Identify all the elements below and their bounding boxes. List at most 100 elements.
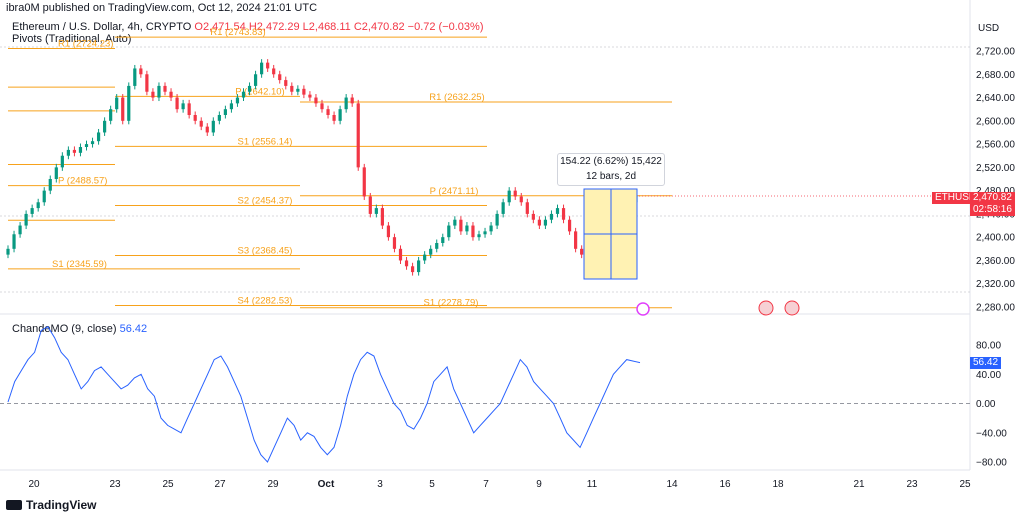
candle-body xyxy=(441,237,445,243)
symbol-legend[interactable]: Ethereum / U.S. Dollar, 4h, CRYPTO O2,47… xyxy=(12,21,483,33)
candle-body xyxy=(495,213,499,226)
price-tick-label: 2,520.00 xyxy=(976,163,1015,174)
cmo-tick-label: 80.00 xyxy=(976,341,1001,352)
candle-body xyxy=(169,91,173,98)
candle-body xyxy=(398,248,403,261)
candle-body xyxy=(115,97,119,110)
candle-body xyxy=(78,147,83,153)
candle-body xyxy=(344,97,348,110)
date-tick-label: 25 xyxy=(959,479,971,490)
bar-countdown-tag: 02:58:16 xyxy=(970,204,1015,216)
candle-body xyxy=(483,231,487,235)
candle-body xyxy=(489,225,493,232)
ohlc-values: O2,471.54 H2,472.29 L2,468.11 C2,470.82 … xyxy=(194,21,484,33)
candle-body xyxy=(477,234,481,238)
candle-body xyxy=(435,243,439,249)
price-tick-label: 2,680.00 xyxy=(976,70,1015,81)
price-tick-label: 2,360.00 xyxy=(976,256,1015,267)
symbol-tag: ETHUSD xyxy=(932,192,980,204)
cmo-tick-label: 0.00 xyxy=(976,399,996,410)
pivot-label: P (2488.57) xyxy=(58,176,107,187)
candle-body xyxy=(157,85,161,98)
candle-body xyxy=(284,80,288,86)
candle-body xyxy=(471,225,475,238)
date-tick-label: 25 xyxy=(162,479,174,490)
candle-body xyxy=(507,190,511,203)
date-tick-label: 3 xyxy=(377,479,383,490)
currency-label[interactable]: USD xyxy=(978,23,1000,34)
candle-body xyxy=(121,97,125,121)
candle-body xyxy=(223,109,227,115)
date-tick-label: 16 xyxy=(719,479,731,490)
measure-bars: 12 bars, 2d xyxy=(585,171,637,182)
candle-body xyxy=(272,68,276,75)
date-tick-label: 14 xyxy=(666,479,678,490)
candle-body xyxy=(290,85,294,92)
date-tick-label: 20 xyxy=(28,479,40,490)
candle-body xyxy=(296,88,300,92)
candle-body xyxy=(96,132,101,142)
price-tick-label: 2,640.00 xyxy=(976,93,1015,104)
candle-body xyxy=(417,260,421,273)
price-tick-label: 2,480.00 xyxy=(976,186,1015,197)
candle-body xyxy=(90,141,95,145)
candle-body xyxy=(410,266,415,273)
candle-body xyxy=(567,219,572,232)
price-tick-label: 2,720.00 xyxy=(976,47,1015,58)
candle-body xyxy=(127,85,131,121)
candle-body xyxy=(429,248,433,255)
price-tick-label: 2,320.00 xyxy=(976,279,1015,290)
candle-body xyxy=(139,68,143,75)
candle-body xyxy=(453,219,457,226)
pivot-label: R1 (2724.23) xyxy=(58,39,113,50)
candle-body xyxy=(314,97,318,104)
candle-body xyxy=(241,91,246,98)
candle-body xyxy=(386,225,391,238)
date-tick-label: 23 xyxy=(906,479,918,490)
tradingview-logo[interactable]: TradingView xyxy=(6,498,96,512)
tradingview-logo-text: TradingView xyxy=(26,498,97,512)
last-price-tag: 2,470.82 xyxy=(970,192,1015,204)
candle-body xyxy=(109,109,113,121)
date-tick-label: 21 xyxy=(853,479,865,490)
candle-body xyxy=(36,202,40,209)
candle-body xyxy=(48,179,52,191)
cmo-line xyxy=(7,326,641,463)
candle-body xyxy=(326,109,330,115)
candle-body xyxy=(350,97,354,104)
pivot-label: P (2642.10) xyxy=(235,86,284,97)
candle-body xyxy=(193,115,197,121)
candle-body xyxy=(145,74,149,92)
candle-body xyxy=(54,167,58,179)
candle-body xyxy=(151,91,155,98)
candle-body xyxy=(555,208,560,214)
date-tick-label: 27 xyxy=(214,479,226,490)
measure-change: 154.22 (6.62%) 15,422 xyxy=(560,156,662,167)
cmo-value: 56.42 xyxy=(119,323,148,335)
pivot-label: S4 (2282.53) xyxy=(238,296,293,307)
pivots-legend[interactable]: Pivots (Traditional, Auto) xyxy=(12,33,132,45)
candle-body xyxy=(229,103,234,110)
candle-body xyxy=(253,74,258,86)
cmo-tick-label: −40.00 xyxy=(976,428,1007,439)
price-tick-label: 2,400.00 xyxy=(976,233,1015,244)
candle-body xyxy=(574,231,578,249)
date-tick-label: 11 xyxy=(587,479,598,490)
candle-body xyxy=(42,190,46,203)
candle-body xyxy=(374,208,378,214)
candle-body xyxy=(235,97,240,104)
candle-body xyxy=(459,219,463,232)
pivot-label: R1 (2743.83) xyxy=(210,27,265,38)
cmo-name: ChandeMO (9, close) xyxy=(12,323,117,335)
candle-body xyxy=(392,237,397,249)
cmo-legend[interactable]: ChandeMO (9, close) 56.42 xyxy=(12,323,147,335)
candle-body xyxy=(501,202,505,214)
candle-body xyxy=(163,85,167,92)
candle-body xyxy=(513,190,517,197)
date-tick-label: 5 xyxy=(429,479,435,490)
candle-body xyxy=(380,208,384,226)
candle-body xyxy=(320,103,324,110)
pivot-label: S3 (2368.45) xyxy=(238,246,293,257)
cmo-tick-label: −80.00 xyxy=(976,458,1007,469)
